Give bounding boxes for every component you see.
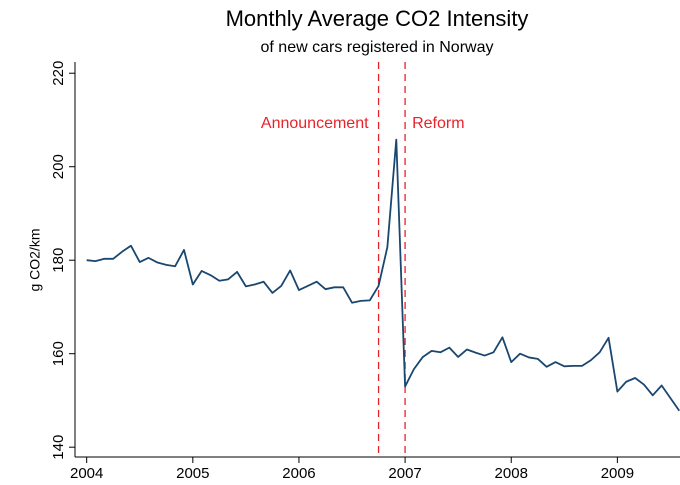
series-line	[86, 138, 680, 412]
y-axis-label: g CO2/km	[27, 228, 43, 291]
x-tick-label: 2006	[282, 465, 315, 482]
y-tick-label: 200	[50, 154, 67, 179]
y-tick-label: 160	[50, 341, 67, 366]
x-tick-label: 2007	[388, 465, 421, 482]
chart-subtitle: of new cars registered in Norway	[261, 39, 494, 56]
y-tick-label: 220	[50, 61, 67, 86]
event-label: Reform	[412, 115, 464, 132]
y-tick-label: 140	[50, 435, 67, 460]
chart-title: Monthly Average CO2 Intensity	[226, 6, 529, 31]
x-tick-label: 2004	[70, 465, 103, 482]
y-tick-label: 180	[50, 248, 67, 273]
x-tick-label: 2005	[176, 465, 209, 482]
event-label: Announcement	[261, 115, 369, 132]
x-tick-label: 2008	[495, 465, 528, 482]
x-tick-label: 2009	[601, 465, 634, 482]
